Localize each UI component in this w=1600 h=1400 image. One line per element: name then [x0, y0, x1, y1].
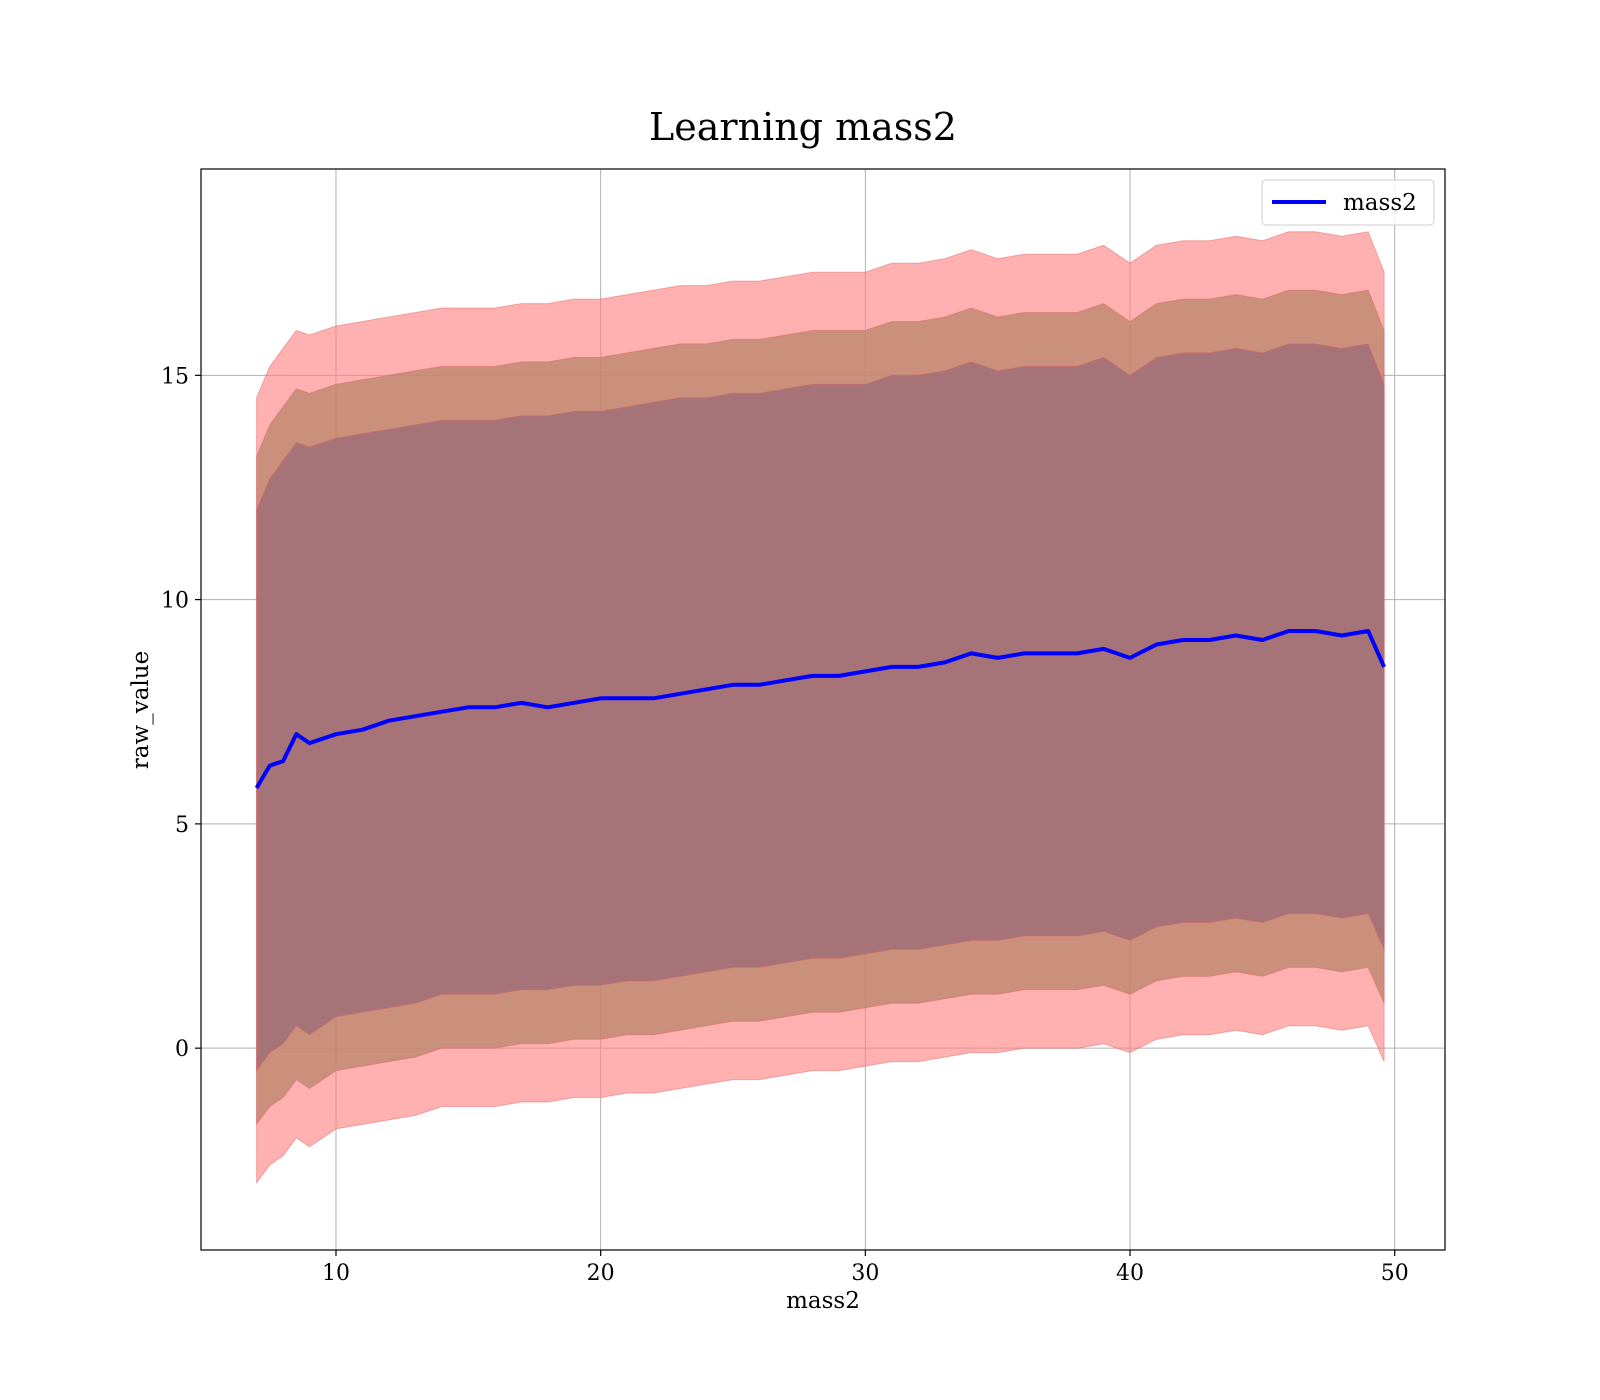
y-axis-label: raw_value: [128, 651, 154, 769]
y-tick-label: 15: [161, 364, 189, 389]
x-tick-label: 30: [851, 1261, 879, 1286]
y-axis-ticks: 0 5 10 15: [161, 364, 201, 1062]
x-axis-ticks: 10 20 30 40 50: [322, 1250, 1409, 1286]
confidence-bands: [256, 231, 1385, 1185]
x-tick-label: 50: [1381, 1261, 1409, 1286]
x-tick-label: 40: [1116, 1261, 1144, 1286]
x-axis-label: mass2: [786, 1288, 860, 1314]
y-tick-label: 10: [161, 589, 189, 614]
band-2: [256, 343, 1385, 1073]
series-lines: [254, 629, 1386, 790]
x-tick-label: 10: [322, 1261, 350, 1286]
x-tick-label: 20: [587, 1261, 615, 1286]
legend-label: mass2: [1343, 190, 1417, 216]
y-tick-label: 0: [175, 1037, 189, 1062]
series-line-mass2: [254, 629, 1386, 790]
y-tick-label: 5: [175, 813, 189, 838]
chart-title: Learning mass2: [649, 105, 957, 149]
legend: mass2: [1261, 179, 1435, 226]
plot-frame: [200, 168, 1446, 1251]
legend-box: [1261, 179, 1435, 226]
